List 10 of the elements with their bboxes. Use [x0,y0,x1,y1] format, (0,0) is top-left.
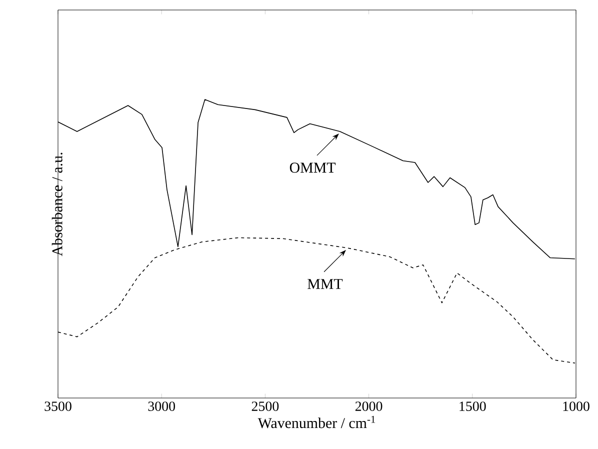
x-tick-label: 1000 [563,402,590,411]
x-tick-label: 3000 [148,402,176,411]
x-axis-title: Wavenumber / cm$^{-1}$ [258,416,376,428]
x-tick-label: 1500 [460,402,486,411]
x-tick-label: 3500 [44,402,72,411]
x-tick-label: 2000 [355,402,382,411]
annotation: OMMT [290,162,336,173]
x-tick-label: 2500 [252,402,279,411]
y-axis-title: Absorbance / a.u. [52,152,62,256]
annotation: MMT [308,279,343,289]
